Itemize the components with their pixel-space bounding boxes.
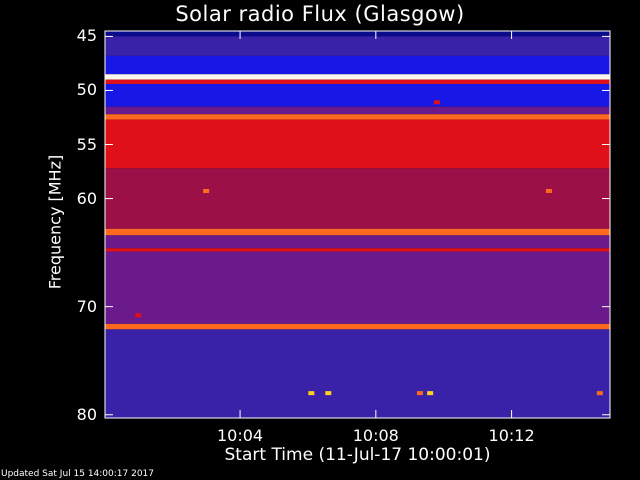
y-tick-label: 70 bbox=[76, 296, 97, 316]
x-tick-label: 10:12 bbox=[488, 426, 535, 445]
burst-5 bbox=[325, 391, 332, 396]
freq-band-2 bbox=[105, 55, 610, 75]
freq-band-1 bbox=[105, 36, 610, 56]
x-axis-label: Start Time (11-Jul-17 10:00:01) bbox=[224, 445, 491, 465]
freq-band-6 bbox=[105, 106, 610, 115]
chart-title: Solar radio Flux (Glasgow) bbox=[175, 2, 465, 26]
burst-2 bbox=[433, 100, 440, 105]
y-tick-label: 55 bbox=[76, 134, 97, 154]
freq-band-9 bbox=[105, 168, 610, 229]
freq-band-14 bbox=[105, 323, 610, 330]
burst-6 bbox=[416, 391, 423, 396]
freq-band-12 bbox=[105, 248, 610, 252]
burst-4 bbox=[308, 391, 315, 396]
freq-band-3 bbox=[105, 74, 610, 80]
freq-band-5 bbox=[105, 83, 610, 107]
freq-band-11 bbox=[105, 235, 610, 249]
y-axis-label: Frequency [MHz] bbox=[45, 154, 65, 290]
y-tick-label: 60 bbox=[76, 188, 97, 208]
burst-7 bbox=[427, 391, 434, 396]
burst-1 bbox=[545, 188, 552, 193]
freq-band-15 bbox=[105, 329, 610, 418]
burst-3 bbox=[135, 313, 142, 318]
freq-band-7 bbox=[105, 114, 610, 120]
updated-timestamp: Updated Sat Jul 15 14:00:17 2017 bbox=[1, 469, 155, 479]
y-tick-label: 50 bbox=[76, 80, 97, 100]
x-tick-label: 10:04 bbox=[217, 426, 264, 445]
x-tick-label: 10:08 bbox=[352, 426, 399, 445]
freq-band-0 bbox=[105, 31, 610, 37]
burst-0 bbox=[203, 188, 210, 193]
burst-8 bbox=[596, 391, 603, 396]
freq-band-10 bbox=[105, 228, 610, 236]
y-tick-label: 80 bbox=[76, 404, 97, 424]
freq-band-4 bbox=[105, 79, 610, 84]
freq-band-13 bbox=[105, 251, 610, 324]
freq-band-8 bbox=[105, 119, 610, 169]
plot-frame bbox=[104, 30, 611, 419]
y-tick-label: 45 bbox=[76, 26, 97, 46]
